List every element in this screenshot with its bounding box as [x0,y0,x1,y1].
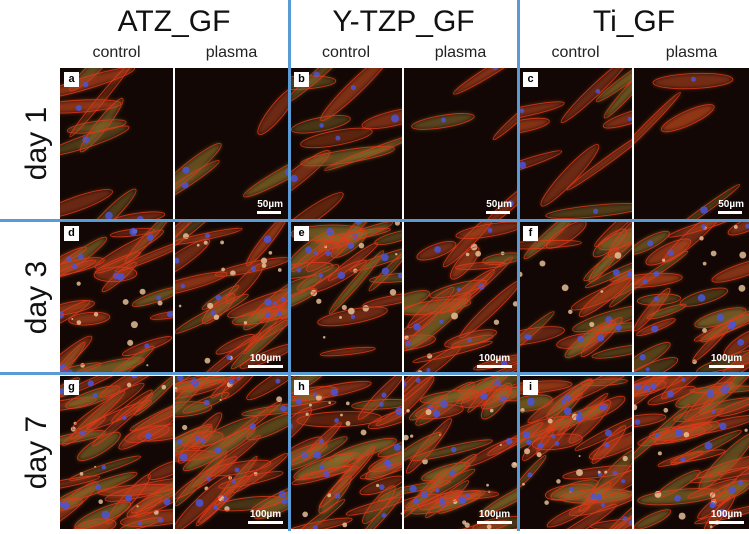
micrograph-image [60,222,173,373]
scale-bar-label: 100µm [710,353,743,364]
scale-bar-line [248,521,283,524]
scale-bar-line [257,211,282,214]
micrograph-image [175,222,288,373]
micrograph-y-tzp-gf-plasma-row-3: 100µm [404,376,517,529]
scale-bar: 50µm [257,199,283,214]
scale-bar: 50µm [486,199,512,214]
column-label-2: plasma [205,44,258,61]
panel-letter: b [294,72,309,87]
scale-bar-label: 50µm [486,199,512,210]
column-label-1: control [92,44,141,61]
micrograph-y-tzp-gf-plasma-row-2: 100µm [404,222,517,373]
column-label-4: plasma [434,44,487,61]
row-separator [0,372,749,375]
scale-bar: 100µm [709,353,744,368]
micrograph-image [175,68,288,219]
scale-bar: 100µm [248,509,283,524]
column-separator [288,0,291,531]
scale-bar: 50µm [718,199,744,214]
panel-letter: g [64,380,79,395]
micrograph-image [290,68,402,219]
micrograph-atz-gf-plasma-row-1: 50µm [175,68,288,219]
micrograph-atz-gf-control-row-1: a [60,68,173,219]
micrograph-y-tzp-gf-plasma-row-1: 50µm [404,68,517,219]
micrograph-ti-gf-plasma-row-3: 100µm [634,376,749,529]
scale-bar-label: 50µm [718,199,744,210]
panel-letter: f [523,226,538,241]
micrograph-image [634,376,749,529]
scale-bar: 100µm [709,509,744,524]
scale-bar-line [486,211,511,214]
scale-bar-line [709,521,744,524]
micrograph-image [60,68,173,219]
micrograph-y-tzp-gf-control-row-2: e [290,222,402,373]
panel-letter: c [523,72,538,87]
micrograph-atz-gf-plasma-row-3: 100µm [175,376,288,529]
panel-letter: e [294,226,309,241]
scale-bar-line [709,365,744,368]
row-separator [0,219,749,222]
micrograph-image [519,222,632,373]
micrograph-ti-gf-control-row-3: i [519,376,632,529]
column-separator [517,0,520,531]
micrograph-image [404,376,517,529]
scale-bar-line [477,365,512,368]
micrograph-image [519,376,632,529]
micrograph-atz-gf-plasma-row-2: 100µm [175,222,288,373]
row-label-1: day 1 [0,68,58,219]
scale-bar-label: 100µm [249,509,282,520]
micrograph-y-tzp-gf-control-row-3: h [290,376,402,529]
row-label-3: day 7 [0,376,58,529]
column-label-5: control [551,44,600,61]
scale-bar: 100µm [248,353,283,368]
micrograph-image [290,222,402,373]
micrograph-image [404,68,517,219]
panel-letter: a [64,72,79,87]
micrograph-image [404,222,517,373]
micrograph-image [290,376,402,529]
micrograph-ti-gf-control-row-2: f [519,222,632,373]
scale-bar: 100µm [477,509,512,524]
group-title-2: Y-TZP_GF [332,5,475,38]
group-title-3: Ti_GF [592,5,676,38]
row-label-2: day 3 [0,222,58,373]
micrograph-image [634,222,749,373]
panel-letter: h [294,380,309,395]
column-label-6: plasma [665,44,718,61]
micrograph-atz-gf-control-row-3: g [60,376,173,529]
micrograph-image [519,68,632,219]
micrograph-ti-gf-plasma-row-2: 100µm [634,222,749,373]
micrograph-image [634,68,749,219]
micrograph-ti-gf-plasma-row-1: 50µm [634,68,749,219]
micrograph-ti-gf-control-row-1: c [519,68,632,219]
micrograph-y-tzp-gf-control-row-1: b [290,68,402,219]
scale-bar-line [477,521,512,524]
column-label-3: control [321,44,371,61]
scale-bar-line [248,365,283,368]
panel-letter: i [523,380,538,395]
scale-bar-label: 100µm [478,509,511,520]
micrograph-image [175,376,288,529]
scale-bar-label: 50µm [257,199,283,210]
micrograph-atz-gf-control-row-2: d [60,222,173,373]
micrograph-image [60,376,173,529]
scale-bar-label: 100µm [710,509,743,520]
scale-bar-line [718,211,743,214]
scale-bar: 100µm [477,353,512,368]
group-title-1: ATZ_GF [117,5,231,38]
scale-bar-label: 100µm [478,353,511,364]
panel-letter: d [64,226,79,241]
scale-bar-label: 100µm [249,353,282,364]
